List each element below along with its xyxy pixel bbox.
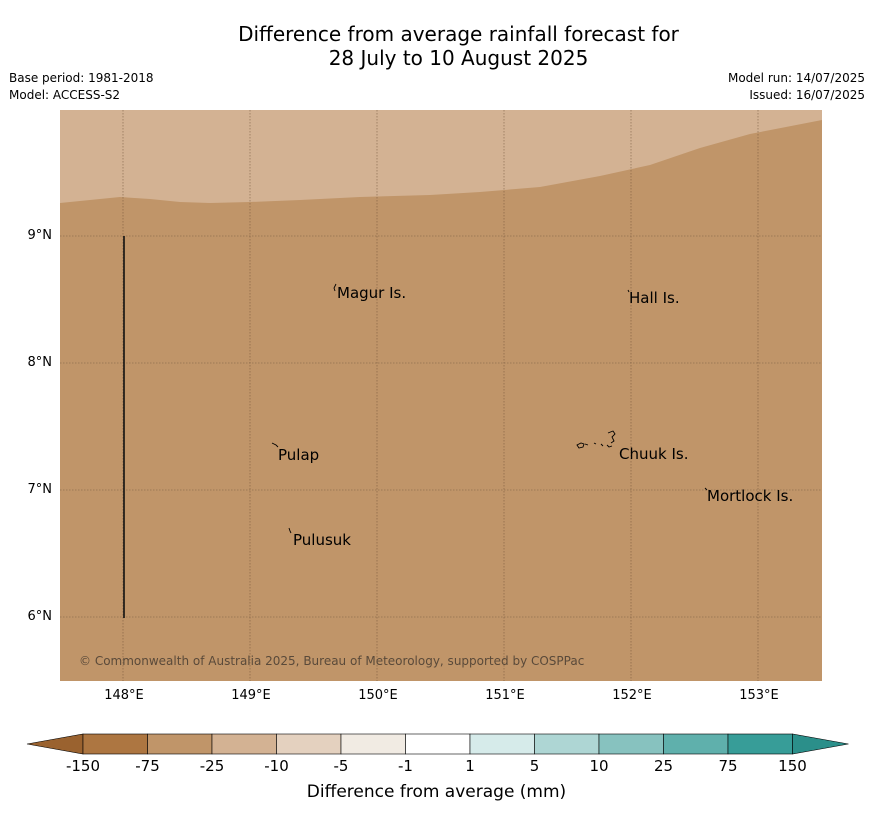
lon-label-150e: 150°E [358,688,398,703]
colorbar-label: -1 [398,757,413,775]
title-line-1: Difference from average rainfall forecas… [238,22,679,46]
model-run-label: Model run: 14/07/2025 [727,71,865,85]
meta-left: Base period: 1981-2018 Model: ACCESS-S2 [9,70,154,104]
colorbar-over-arrow [792,733,849,755]
lat-label-8n: 8°N [27,355,53,370]
colorbar-swatch [727,733,793,755]
colorbar-label: 10 [589,757,609,775]
map-canvas [60,110,822,681]
base-period-label: Base period: 1981-2018 [9,71,154,85]
colorbar-label: 1 [465,757,475,775]
colorbar-swatch [469,733,535,755]
lat-label-9n: 9°N [27,228,53,243]
colorbar-swatch [663,733,729,755]
colorbar-label: -75 [135,757,160,775]
place-pulusuk: Pulusuk [293,531,351,549]
meta-right: Model run: 14/07/2025 Issued: 16/07/2025 [728,70,865,104]
map-title: Difference from average rainfall forecas… [0,22,873,70]
colorbar-label: -150 [65,757,101,775]
lon-label-151e: 151°E [485,688,525,703]
colorbar-swatch [211,733,277,755]
colorbar-swatch [276,733,342,755]
mortlock-island-shape [704,487,708,491]
place-mortlock: Mortlock Is. [707,487,794,505]
pulap-island-shape [271,442,279,448]
place-pulap: Pulap [278,446,320,464]
island-outlines [271,283,708,534]
colorbar-label: -25 [199,757,225,775]
colorbar-title: Difference from average (mm) [306,782,567,802]
lon-label-149e: 149°E [231,688,271,703]
place-magur: Magur Is. [337,284,407,302]
place-chuuk: Chuuk Is. [619,445,689,463]
lon-label-152e: 152°E [612,688,652,703]
colorbar-label: 25 [653,757,674,775]
chuuk-island-shape [576,430,616,449]
colorbar-swatch [598,733,664,755]
colorbar-label: -5 [333,757,349,775]
lat-label-7n: 7°N [27,482,53,497]
copyright-notice: © Commonwealth of Australia 2025, Bureau… [79,654,585,668]
colorbar-label: 5 [529,757,540,775]
pulusuk-island-shape [288,527,292,534]
rainfall-map[interactable] [60,110,822,681]
drier-band [60,110,822,203]
model-label: Model: ACCESS-S2 [9,88,121,102]
colorbar-label: -10 [264,757,289,775]
place-hall: Hall Is. [629,289,680,307]
colorbar-swatch [405,733,471,755]
colorbar-swatch [147,733,213,755]
title-line-2: 28 July to 10 August 2025 [328,46,589,70]
colorbar-label: 150 [778,757,807,775]
graticule [60,110,822,681]
magur-island-shape [333,283,337,292]
colorbar-swatch [534,733,600,755]
colorbar-swatch [340,733,406,755]
lat-label-6n: 6°N [27,609,53,624]
issued-label: Issued: 16/07/2025 [749,88,865,102]
lon-label-148e: 148°E [104,688,144,703]
colorbar [26,733,849,755]
colorbar-under-arrow [26,733,84,755]
colorbar-label: 75 [718,757,738,775]
colorbar-swatch [82,733,148,755]
lon-label-153e: 153°E [739,688,779,703]
map-background [60,110,822,681]
hall-island-shape [627,289,630,293]
